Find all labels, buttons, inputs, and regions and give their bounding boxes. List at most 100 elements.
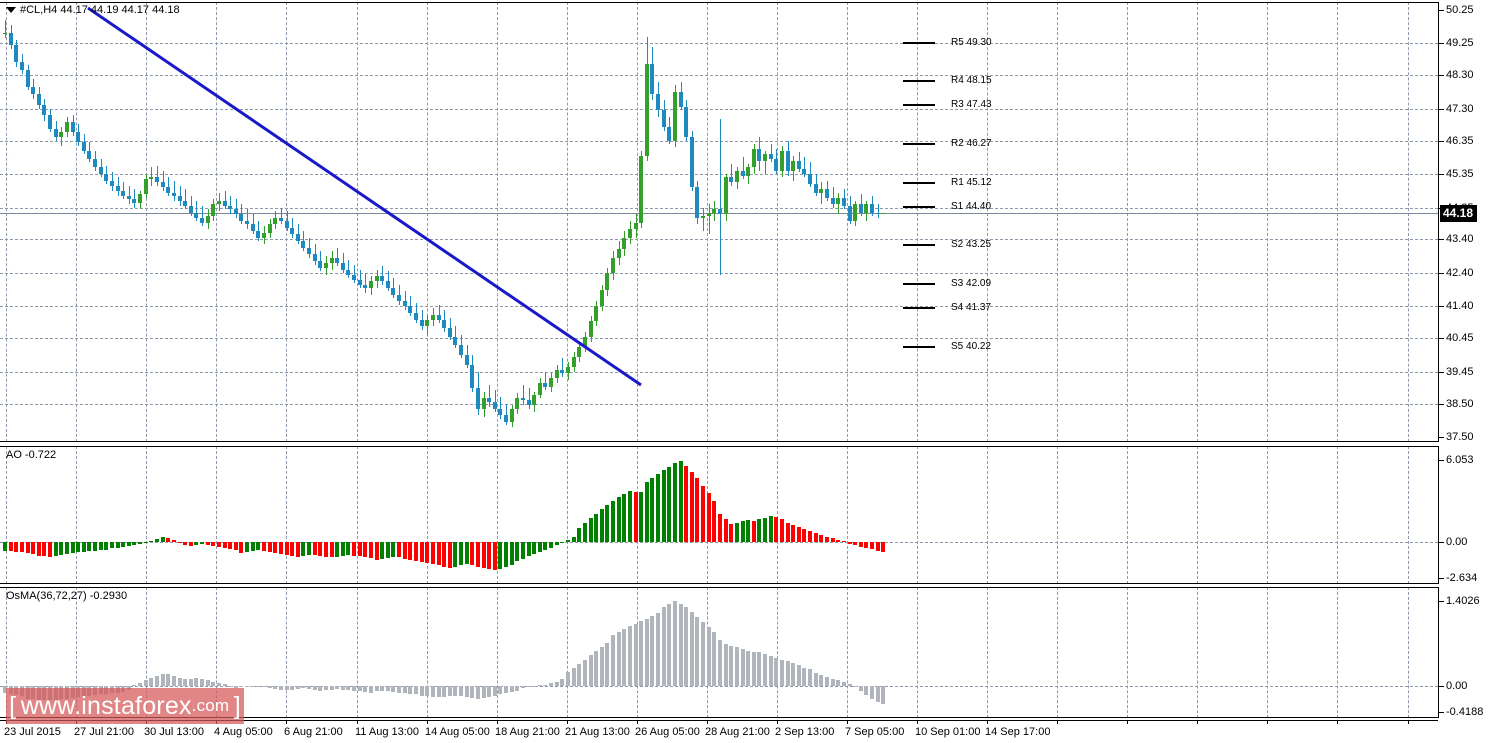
candle-wick <box>506 403 507 426</box>
gridline-vertical <box>427 587 428 718</box>
pivot-level-label: S5 40.22 <box>951 341 992 352</box>
histogram-bar <box>149 678 153 686</box>
histogram-bar <box>183 542 187 545</box>
histogram-bar <box>116 542 120 548</box>
candle-body <box>318 261 322 268</box>
histogram-bar <box>37 542 41 556</box>
watermark-text: www.instaforex <box>20 692 192 720</box>
candle-wick <box>489 385 490 407</box>
histogram-bar <box>695 617 699 686</box>
gridline-vertical <box>76 587 77 718</box>
price-plot-area[interactable]: R5 49.30 R4 48.15 R3 47.43 R2 46.27 R1 45.12… <box>0 2 1438 442</box>
osma-scale[interactable]: 1.4026 0.00 -0.4188 <box>1439 587 1494 718</box>
histogram-bar <box>656 474 660 542</box>
gridline-vertical <box>76 446 77 584</box>
gridline-vertical <box>146 446 147 584</box>
histogram-bar <box>313 542 317 555</box>
gridline-horizontal <box>0 239 1438 240</box>
histogram-bar <box>786 661 790 686</box>
histogram-bar <box>420 542 424 562</box>
gridline-vertical <box>216 2 217 442</box>
candle-body <box>819 189 823 193</box>
gridline-vertical <box>1197 587 1198 718</box>
ao-scale[interactable]: 6.053 0.00 -2.634 <box>1439 446 1494 584</box>
candle-body <box>172 192 176 196</box>
histogram-bar <box>853 686 857 687</box>
histogram-bar <box>476 686 480 699</box>
candle-body <box>527 400 531 406</box>
histogram-bar <box>386 542 390 558</box>
histogram-bar <box>881 686 885 704</box>
candle-wick <box>495 390 496 412</box>
candle-body <box>3 33 7 35</box>
gridline-vertical <box>497 446 498 584</box>
collapse-triangle-icon[interactable] <box>6 7 16 14</box>
pivot-level-marker[interactable] <box>903 283 935 285</box>
candle-body <box>380 276 384 282</box>
histogram-bar <box>453 686 457 696</box>
histogram-bar <box>864 686 868 695</box>
price-chart-panel[interactable]: R5 49.30 R4 48.15 R3 47.43 R2 46.27 R1 45.12… <box>0 2 1494 443</box>
histogram-bar <box>211 542 215 546</box>
ao-indicator-panel[interactable]: 6.053 0.00 -2.634 AO -0.722 <box>0 446 1494 584</box>
histogram-bar <box>498 686 502 694</box>
price-scale[interactable]: 50.2549.2548.3047.3046.3545.3544.3543.40… <box>1439 2 1494 443</box>
pivot-level-marker[interactable] <box>903 80 935 82</box>
candle-body <box>239 214 243 221</box>
histogram-bar <box>470 542 474 565</box>
histogram-bar <box>149 541 153 542</box>
candle-body <box>577 346 581 357</box>
candle-body <box>363 284 367 288</box>
candle-body <box>420 319 424 327</box>
histogram-bar <box>127 542 131 546</box>
histogram-bar <box>431 542 435 564</box>
histogram-bar <box>352 686 356 691</box>
histogram-bar <box>448 542 452 568</box>
scale-tick <box>1439 273 1444 274</box>
gridline-vertical <box>567 446 568 584</box>
histogram-bar <box>369 542 373 558</box>
pivot-level-label: S2 43.25 <box>951 239 992 250</box>
scale-tick <box>1439 686 1444 687</box>
histogram-bar <box>741 649 745 686</box>
price-scale-label: 38.50 <box>1446 398 1474 410</box>
histogram-bar <box>859 686 863 691</box>
gridline-vertical <box>76 2 77 442</box>
candle-body <box>285 220 289 228</box>
histogram-bar <box>549 683 553 686</box>
histogram-bar <box>442 542 446 567</box>
gridline-vertical <box>1267 587 1268 718</box>
histogram-bar <box>228 542 232 549</box>
scale-tick <box>1439 404 1444 405</box>
candle-body <box>211 204 215 216</box>
candle-body <box>521 398 525 401</box>
pivot-level-marker[interactable] <box>903 346 935 348</box>
histogram-bar <box>239 686 243 687</box>
pivot-level-marker[interactable] <box>903 244 935 246</box>
candle-body <box>431 314 435 320</box>
candle-body <box>774 159 778 171</box>
osma-indicator-panel[interactable]: 1.4026 0.00 -0.4188 OsMA(36,72,27) -0.2930 <box>0 587 1494 718</box>
ao-plot-area[interactable] <box>0 446 1438 584</box>
time-axis-tick <box>637 720 638 724</box>
candle-body <box>116 185 120 191</box>
gridline-vertical <box>286 446 287 584</box>
histogram-bar <box>3 686 7 693</box>
histogram-bar <box>251 686 255 687</box>
candle-body <box>825 189 829 198</box>
time-axis-tick <box>567 720 568 724</box>
pivot-level-marker[interactable] <box>903 42 935 44</box>
histogram-bar <box>87 542 91 551</box>
pivot-level-marker[interactable] <box>903 104 935 106</box>
candle-wick <box>5 20 6 39</box>
scale-tick <box>1439 239 1444 240</box>
histogram-bar <box>223 685 227 686</box>
pivot-level-marker[interactable] <box>903 307 935 309</box>
pivot-level-marker[interactable] <box>903 143 935 145</box>
candle-body <box>470 364 474 389</box>
gridline-vertical <box>987 446 988 584</box>
gridline-vertical <box>6 587 7 718</box>
pivot-level-marker[interactable] <box>903 182 935 184</box>
pivot-level-marker[interactable] <box>903 206 935 208</box>
gridline-horizontal <box>0 273 1438 274</box>
